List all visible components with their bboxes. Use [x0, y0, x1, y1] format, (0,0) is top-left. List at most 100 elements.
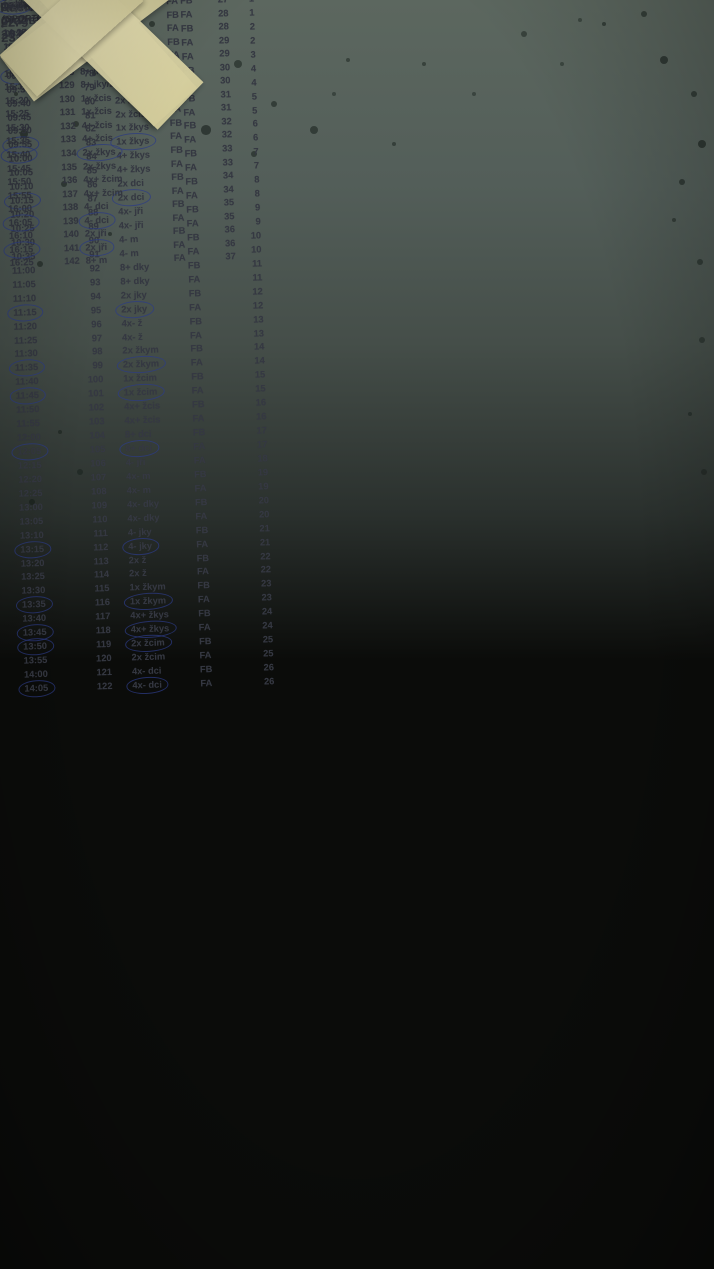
race-number: 121	[96, 666, 113, 678]
race-number: 96	[91, 318, 102, 329]
final-code: FB	[171, 198, 185, 210]
boat-class: 4x+ žcis	[124, 414, 161, 426]
final-number: 17	[256, 439, 268, 450]
final-number: 32	[221, 116, 232, 127]
race-number: 132	[60, 120, 76, 132]
final-number: 11	[252, 272, 263, 283]
final-code: FB	[169, 117, 183, 128]
final-number: 13	[253, 327, 265, 339]
race-time: 14:05	[24, 682, 48, 696]
final-number: 18	[257, 453, 268, 464]
final-code: FA	[195, 510, 208, 522]
final-code: FA	[170, 158, 183, 169]
boat-class: 2x žkys	[82, 146, 115, 160]
final-code: FB	[198, 636, 212, 647]
race-number: 134	[60, 147, 77, 159]
boat-class: 8+ dky	[120, 275, 150, 287]
final-code: FA	[166, 22, 179, 34]
final-code: FA	[173, 239, 186, 250]
race-number: 118	[95, 625, 111, 636]
final-number: 21	[259, 536, 271, 548]
boat-class: 4x- ž	[121, 331, 143, 343]
final-code: FB	[166, 9, 180, 20]
final-code: FA	[197, 594, 210, 605]
boat-class: 2x žkym	[123, 358, 160, 373]
final-code: FB	[191, 399, 205, 410]
final-code: FA	[188, 273, 201, 285]
final-code: FB	[190, 343, 203, 354]
final-number: 19	[258, 481, 269, 492]
boat-class: 4x- ž	[121, 317, 143, 329]
race-time: 15:30	[5, 122, 30, 133]
final-code: FB	[191, 371, 204, 382]
final-number: 20	[258, 508, 270, 520]
final-number: 29	[219, 48, 230, 59]
race-number: 115	[94, 583, 110, 594]
final-number: 22	[260, 564, 272, 575]
race-time: 15:55	[7, 189, 32, 201]
race-time: 11:45	[16, 389, 40, 403]
final-number: 37	[225, 251, 236, 262]
final-number: 33	[222, 143, 233, 154]
race-time: 11:05	[12, 278, 36, 290]
final-code: FA	[196, 566, 210, 577]
final-number: 25	[262, 634, 274, 645]
race-number: 138	[62, 201, 79, 213]
boat-class: 1x žkym	[130, 595, 167, 610]
boat-class: 4x+ žcim	[83, 187, 123, 199]
race-time: 15:40	[6, 148, 30, 162]
race-time: 13:50	[23, 640, 47, 654]
final-number: 26	[263, 676, 275, 687]
final-code: FB	[192, 427, 206, 438]
final-number: 22	[260, 550, 271, 562]
boat-class: 4- dci	[84, 214, 109, 228]
boat-class: 4- jky	[128, 539, 152, 553]
race-number: 104	[89, 430, 106, 441]
final-number: 13	[253, 313, 264, 325]
race-time: 11:50	[16, 404, 40, 415]
final-code: FA	[190, 357, 203, 368]
final-code: FA	[196, 538, 209, 549]
final-code: FB	[188, 287, 202, 299]
final-code: FA	[172, 212, 185, 223]
boat-class: 4+ žcis	[81, 119, 113, 131]
final-number: 16	[255, 397, 267, 408]
race-number: 94	[90, 290, 101, 302]
final-number: 24	[262, 620, 273, 631]
boat-class: 2x žcim	[131, 637, 165, 651]
race-number: 101	[88, 388, 104, 399]
final-number: 21	[259, 522, 270, 534]
final-code: FA	[198, 622, 211, 633]
final-number: 24	[261, 606, 273, 617]
race-number: 95	[90, 304, 102, 316]
boat-class: 2x jky	[121, 302, 147, 316]
boat-class: 4x- m	[126, 470, 151, 482]
final-number: 31	[220, 102, 232, 113]
final-number: 30	[219, 61, 231, 73]
final-code: FB	[194, 468, 207, 480]
race-time: 13:15	[20, 542, 44, 556]
final-code: FA	[173, 252, 186, 264]
final-code: FB	[167, 36, 180, 47]
boat-class: 1x žcis	[81, 106, 112, 118]
race-number: 105	[89, 444, 106, 455]
race-number: 120	[95, 653, 112, 664]
final-number: 17	[256, 425, 268, 436]
boat-class: 2x jři	[85, 241, 107, 255]
boat-class: 1x žcim	[124, 386, 158, 400]
final-number: 31	[220, 89, 232, 100]
final-code: FA	[169, 131, 183, 142]
race-number: 137	[62, 188, 78, 199]
final-number: 33	[222, 156, 234, 168]
race-time: 11:35	[15, 361, 39, 375]
race-number: 142	[64, 256, 80, 267]
race-number: 108	[90, 485, 107, 497]
final-number: 36	[224, 224, 236, 235]
final-code: FA	[171, 185, 184, 196]
final-code: FB	[197, 580, 211, 591]
race-number: 100	[87, 374, 104, 385]
final-code: FB	[171, 171, 184, 183]
race-number: 135	[61, 161, 78, 172]
boat-class: 4x- m	[126, 484, 152, 496]
final-code: FB	[172, 225, 186, 237]
